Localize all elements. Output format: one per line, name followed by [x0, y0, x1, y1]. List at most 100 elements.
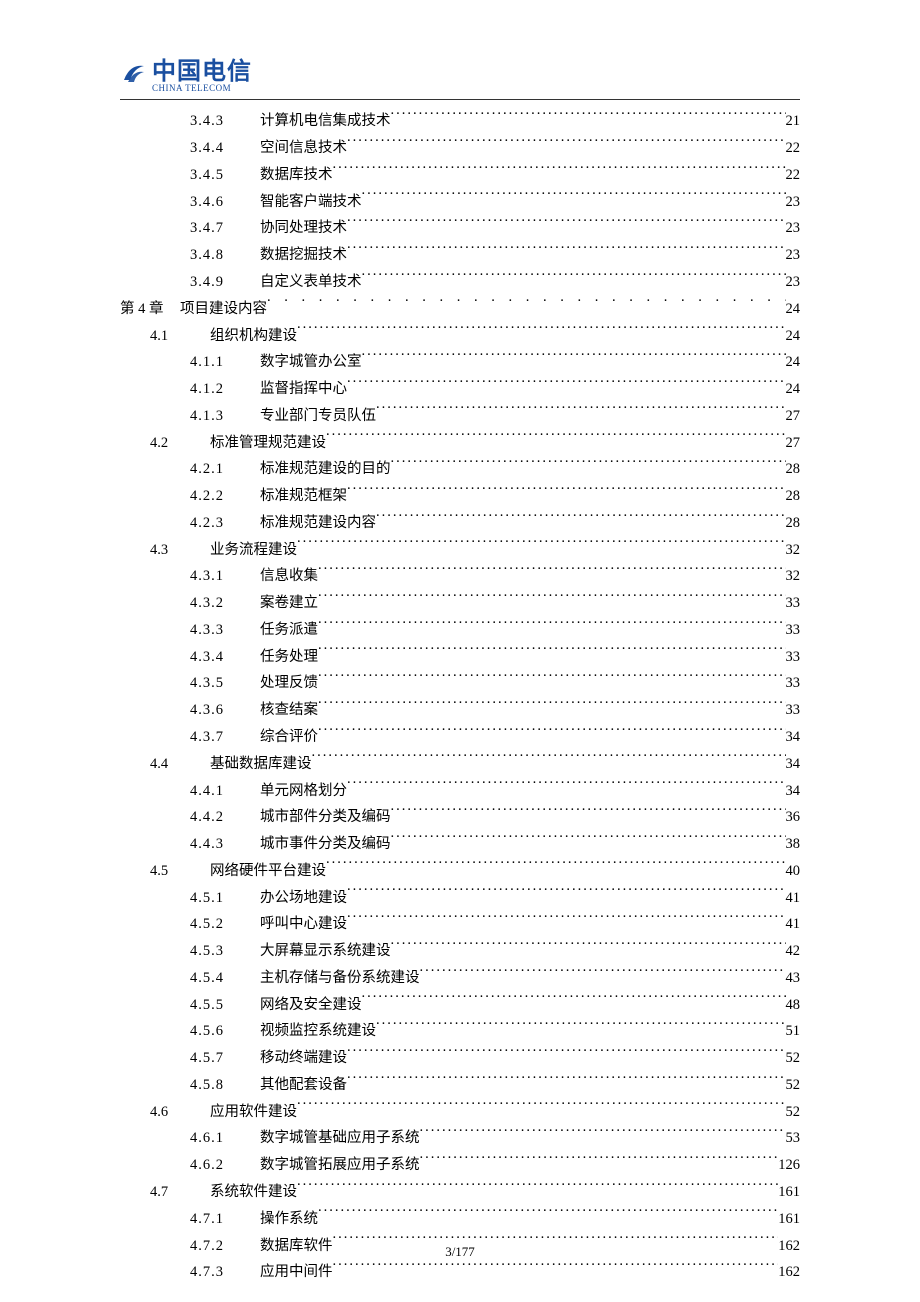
toc-leader-dots: [376, 509, 786, 526]
toc-entry: 4.1.1数字城管办公室24: [120, 349, 800, 376]
toc-number: 3.4.4: [190, 136, 260, 161]
toc-number: 4.5.3: [190, 939, 260, 964]
toc-number: 4.3.4: [190, 645, 260, 670]
toc-title: 系统软件建设: [210, 1180, 297, 1205]
toc-leader-dots: [391, 804, 786, 821]
toc-number: 4.2: [150, 431, 210, 456]
toc-number: 3.4.8: [190, 243, 260, 268]
page-header: 中国电信 CHINA TELECOM: [120, 60, 800, 100]
toc-leader-dots: [297, 1179, 778, 1196]
toc-page: 162: [778, 1260, 800, 1285]
toc-entry: 4.7系统软件建设161: [120, 1179, 800, 1206]
toc-title: 标准规范建设内容: [260, 511, 376, 536]
table-of-contents: 3.4.3计算机电信集成技术213.4.4空间信息技术223.4.5数据库技术2…: [120, 108, 800, 1286]
toc-page: 52: [786, 1100, 801, 1125]
toc-entry: 4.1.2监督指挥中心24: [120, 376, 800, 403]
toc-title: 移动终端建设: [260, 1046, 347, 1071]
toc-number: 4.3.1: [190, 564, 260, 589]
toc-entry: 4.2.1标准规范建设的目的28: [120, 456, 800, 483]
toc-number: 4.3.2: [190, 591, 260, 616]
toc-page: 38: [786, 832, 801, 857]
toc-leader-dots: [297, 536, 786, 553]
toc-title: 视频监控系统建设: [260, 1019, 376, 1044]
toc-entry: 4.2标准管理规范建设27: [120, 429, 800, 456]
toc-number: 4.5.7: [190, 1046, 260, 1071]
toc-leader-dots: [318, 1205, 778, 1222]
toc-leader-dots: [362, 349, 786, 366]
toc-leader-dots: [347, 483, 786, 500]
toc-leader-dots: [312, 750, 786, 767]
toc-leader-dots: [318, 724, 786, 741]
toc-title: 综合评价: [260, 725, 318, 750]
toc-page: 23: [786, 190, 801, 215]
toc-number: 4.7: [150, 1180, 210, 1205]
toc-leader-dots: [391, 108, 786, 125]
toc-number: 3.4.9: [190, 270, 260, 295]
toc-leader-dots: [362, 188, 786, 205]
toc-page: 42: [786, 939, 801, 964]
toc-title: 任务处理: [260, 645, 318, 670]
toc-page: 34: [786, 752, 801, 777]
toc-entry: 3.4.4空间信息技术22: [120, 135, 800, 162]
toc-title: 计算机电信集成技术: [260, 109, 391, 134]
toc-leader-dots: [376, 1018, 786, 1035]
toc-entry: 4.2.3标准规范建设内容28: [120, 509, 800, 536]
toc-number: 4.1.1: [190, 350, 260, 375]
toc-number: 4.7.3: [190, 1260, 260, 1285]
toc-title: 数据挖掘技术: [260, 243, 347, 268]
toc-entry: 4.5.4主机存储与备份系统建设43: [120, 965, 800, 992]
toc-page: 23: [786, 216, 801, 241]
toc-entry: 4.5.8其他配套设备52: [120, 1072, 800, 1099]
toc-leader-dots: [347, 911, 786, 928]
toc-number: 4.3.6: [190, 698, 260, 723]
toc-leader-dots: [318, 617, 786, 634]
toc-entry: 4.5.3大屏幕显示系统建设42: [120, 938, 800, 965]
toc-entry: 4.3.3任务派遣33: [120, 617, 800, 644]
toc-leader-dots: [420, 1125, 786, 1142]
toc-number: 4.1: [150, 324, 210, 349]
toc-leader-dots: [333, 1259, 779, 1276]
toc-page: 43: [786, 966, 801, 991]
toc-number: 3.4.5: [190, 163, 260, 188]
toc-leader-dots: [326, 857, 786, 874]
toc-page: 34: [786, 725, 801, 750]
toc-title: 办公场地建设: [260, 886, 347, 911]
toc-leader-dots: [376, 402, 786, 419]
toc-title: 组织机构建设: [210, 324, 297, 349]
toc-entry: 4.4.2城市部件分类及编码36: [120, 804, 800, 831]
toc-title: 处理反馈: [260, 671, 318, 696]
toc-number: 4.5.6: [190, 1019, 260, 1044]
toc-page: 33: [786, 698, 801, 723]
toc-entry: 3.4.8数据挖掘技术23: [120, 242, 800, 269]
toc-page: 32: [786, 538, 801, 563]
toc-entry: 3.4.5数据库技术22: [120, 162, 800, 189]
toc-leader-dots: [391, 938, 786, 955]
toc-page: 27: [786, 404, 801, 429]
toc-entry: 3.4.3计算机电信集成技术21: [120, 108, 800, 135]
toc-number: 4.1.2: [190, 377, 260, 402]
toc-leader-dots: [297, 1098, 786, 1115]
toc-leader-dots: [347, 376, 786, 393]
toc-entry: 4.5.2呼叫中心建设41: [120, 911, 800, 938]
toc-entry: 4.5.6视频监控系统建设51: [120, 1018, 800, 1045]
toc-title: 标准管理规范建设: [210, 431, 326, 456]
toc-title: 业务流程建设: [210, 538, 297, 563]
toc-page: 41: [786, 912, 801, 937]
toc-entry: 4.1组织机构建设24: [120, 322, 800, 349]
toc-page: 24: [786, 350, 801, 375]
toc-entry: 4.4基础数据库建设34: [120, 750, 800, 777]
toc-leader-dots: [318, 563, 786, 580]
toc-leader-dots: [391, 831, 786, 848]
toc-page: 33: [786, 671, 801, 696]
toc-title: 网络及安全建设: [260, 993, 362, 1018]
toc-title: 信息收集: [260, 564, 318, 589]
toc-number: 4.4.2: [190, 805, 260, 830]
toc-page: 36: [786, 805, 801, 830]
toc-number: 第 4 章: [120, 297, 180, 322]
toc-title: 任务派遣: [260, 618, 318, 643]
toc-number: 3.4.6: [190, 190, 260, 215]
toc-title: 标准规范框架: [260, 484, 347, 509]
toc-entry: 4.6应用软件建设52: [120, 1098, 800, 1125]
toc-entry: 4.4.1单元网格划分34: [120, 777, 800, 804]
toc-number: 4.3.5: [190, 671, 260, 696]
